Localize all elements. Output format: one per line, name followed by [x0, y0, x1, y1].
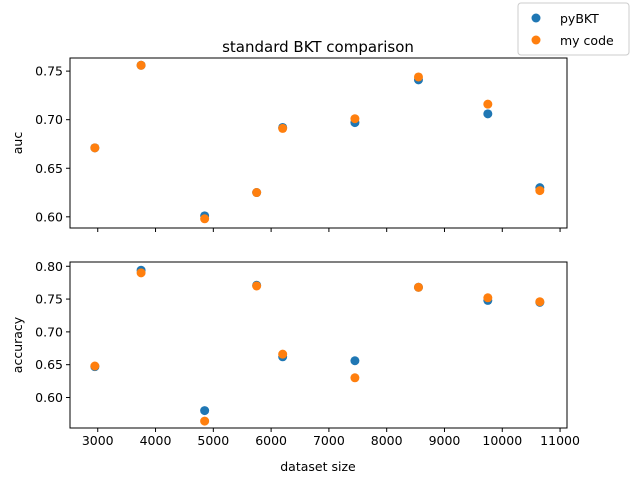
accuracy-y-tick-label: 0.80 [35, 259, 63, 274]
accuracy-x-tick-label: 7000 [313, 433, 345, 448]
accuracy-y-tick-label: 0.70 [35, 324, 63, 339]
legend-marker-pybkt [531, 13, 541, 23]
accuracy-point-pybkt [200, 406, 210, 416]
auc-y-tick-label: 0.70 [35, 112, 63, 127]
auc-points [90, 60, 545, 224]
accuracy-point-my-code [136, 268, 146, 278]
accuracy-x-tick-label: 10000 [482, 433, 522, 448]
accuracy-point-my-code [278, 349, 288, 359]
accuracy-x-tick-label: 6000 [255, 433, 287, 448]
accuracy-subplot: 3000 4000 5000 6000 7000 8000 9000 10000 11000 0… [10, 259, 580, 474]
legend-label-my-code: my code [560, 33, 614, 48]
legend-box [517, 2, 630, 56]
auc-subplot: standard BKT comparison 0.60 0.65 0.70 0.75… [10, 38, 568, 232]
accuracy-y-ticks: 0.60 0.65 0.70 0.75 0.80 [35, 259, 70, 405]
accuracy-x-tick-label: 5000 [197, 433, 229, 448]
accuracy-y-tick-label: 0.65 [35, 357, 63, 372]
auc-x-ticks [97, 228, 561, 232]
accuracy-x-axis-label: dataset size [280, 459, 356, 474]
legend-marker-my-code [531, 35, 541, 45]
accuracy-y-axis-label: accuracy [10, 316, 25, 373]
auc-point-my-code [483, 99, 493, 109]
accuracy-x-tick-label: 3000 [82, 433, 114, 448]
auc-y-tick-label: 0.60 [35, 209, 63, 224]
auc-y-ticks: 0.60 0.65 0.70 0.75 [35, 64, 70, 224]
chart-title: standard BKT comparison [222, 38, 414, 56]
auc-y-axis-label: auc [10, 132, 25, 155]
auc-point-my-code [90, 143, 100, 153]
accuracy-y-tick-label: 0.75 [35, 292, 63, 307]
auc-point-my-code [413, 72, 423, 82]
accuracy-point-my-code [483, 293, 493, 303]
auc-point-my-code [535, 186, 545, 196]
auc-y-tick-label: 0.75 [35, 64, 63, 79]
accuracy-axes-frame [69, 261, 568, 429]
accuracy-point-my-code [535, 297, 545, 307]
accuracy-x-tick-label: 9000 [429, 433, 461, 448]
accuracy-x-tick-label: 11000 [540, 433, 580, 448]
auc-point-my-code [136, 60, 146, 70]
accuracy-point-pybkt [350, 356, 360, 366]
legend-label-pybkt: pyBKT [560, 11, 599, 26]
accuracy-point-my-code [252, 281, 262, 291]
auc-point-my-code [278, 123, 288, 133]
legend: pyBKT my code [517, 2, 630, 56]
accuracy-x-ticks: 3000 4000 5000 6000 7000 8000 9000 10000 11000 [82, 428, 580, 448]
accuracy-point-my-code [413, 282, 423, 292]
auc-y-tick-label: 0.65 [35, 161, 63, 176]
accuracy-point-my-code [90, 361, 100, 371]
auc-point-pybkt [483, 109, 493, 119]
auc-axes-frame [69, 57, 568, 229]
accuracy-points [90, 265, 545, 426]
accuracy-point-my-code [200, 416, 210, 426]
accuracy-x-tick-label: 8000 [371, 433, 403, 448]
accuracy-point-my-code [350, 373, 360, 383]
accuracy-x-tick-label: 4000 [140, 433, 172, 448]
accuracy-y-tick-label: 0.60 [35, 390, 63, 405]
auc-point-my-code [252, 188, 262, 198]
auc-point-my-code [350, 114, 360, 124]
auc-point-my-code [200, 214, 210, 224]
